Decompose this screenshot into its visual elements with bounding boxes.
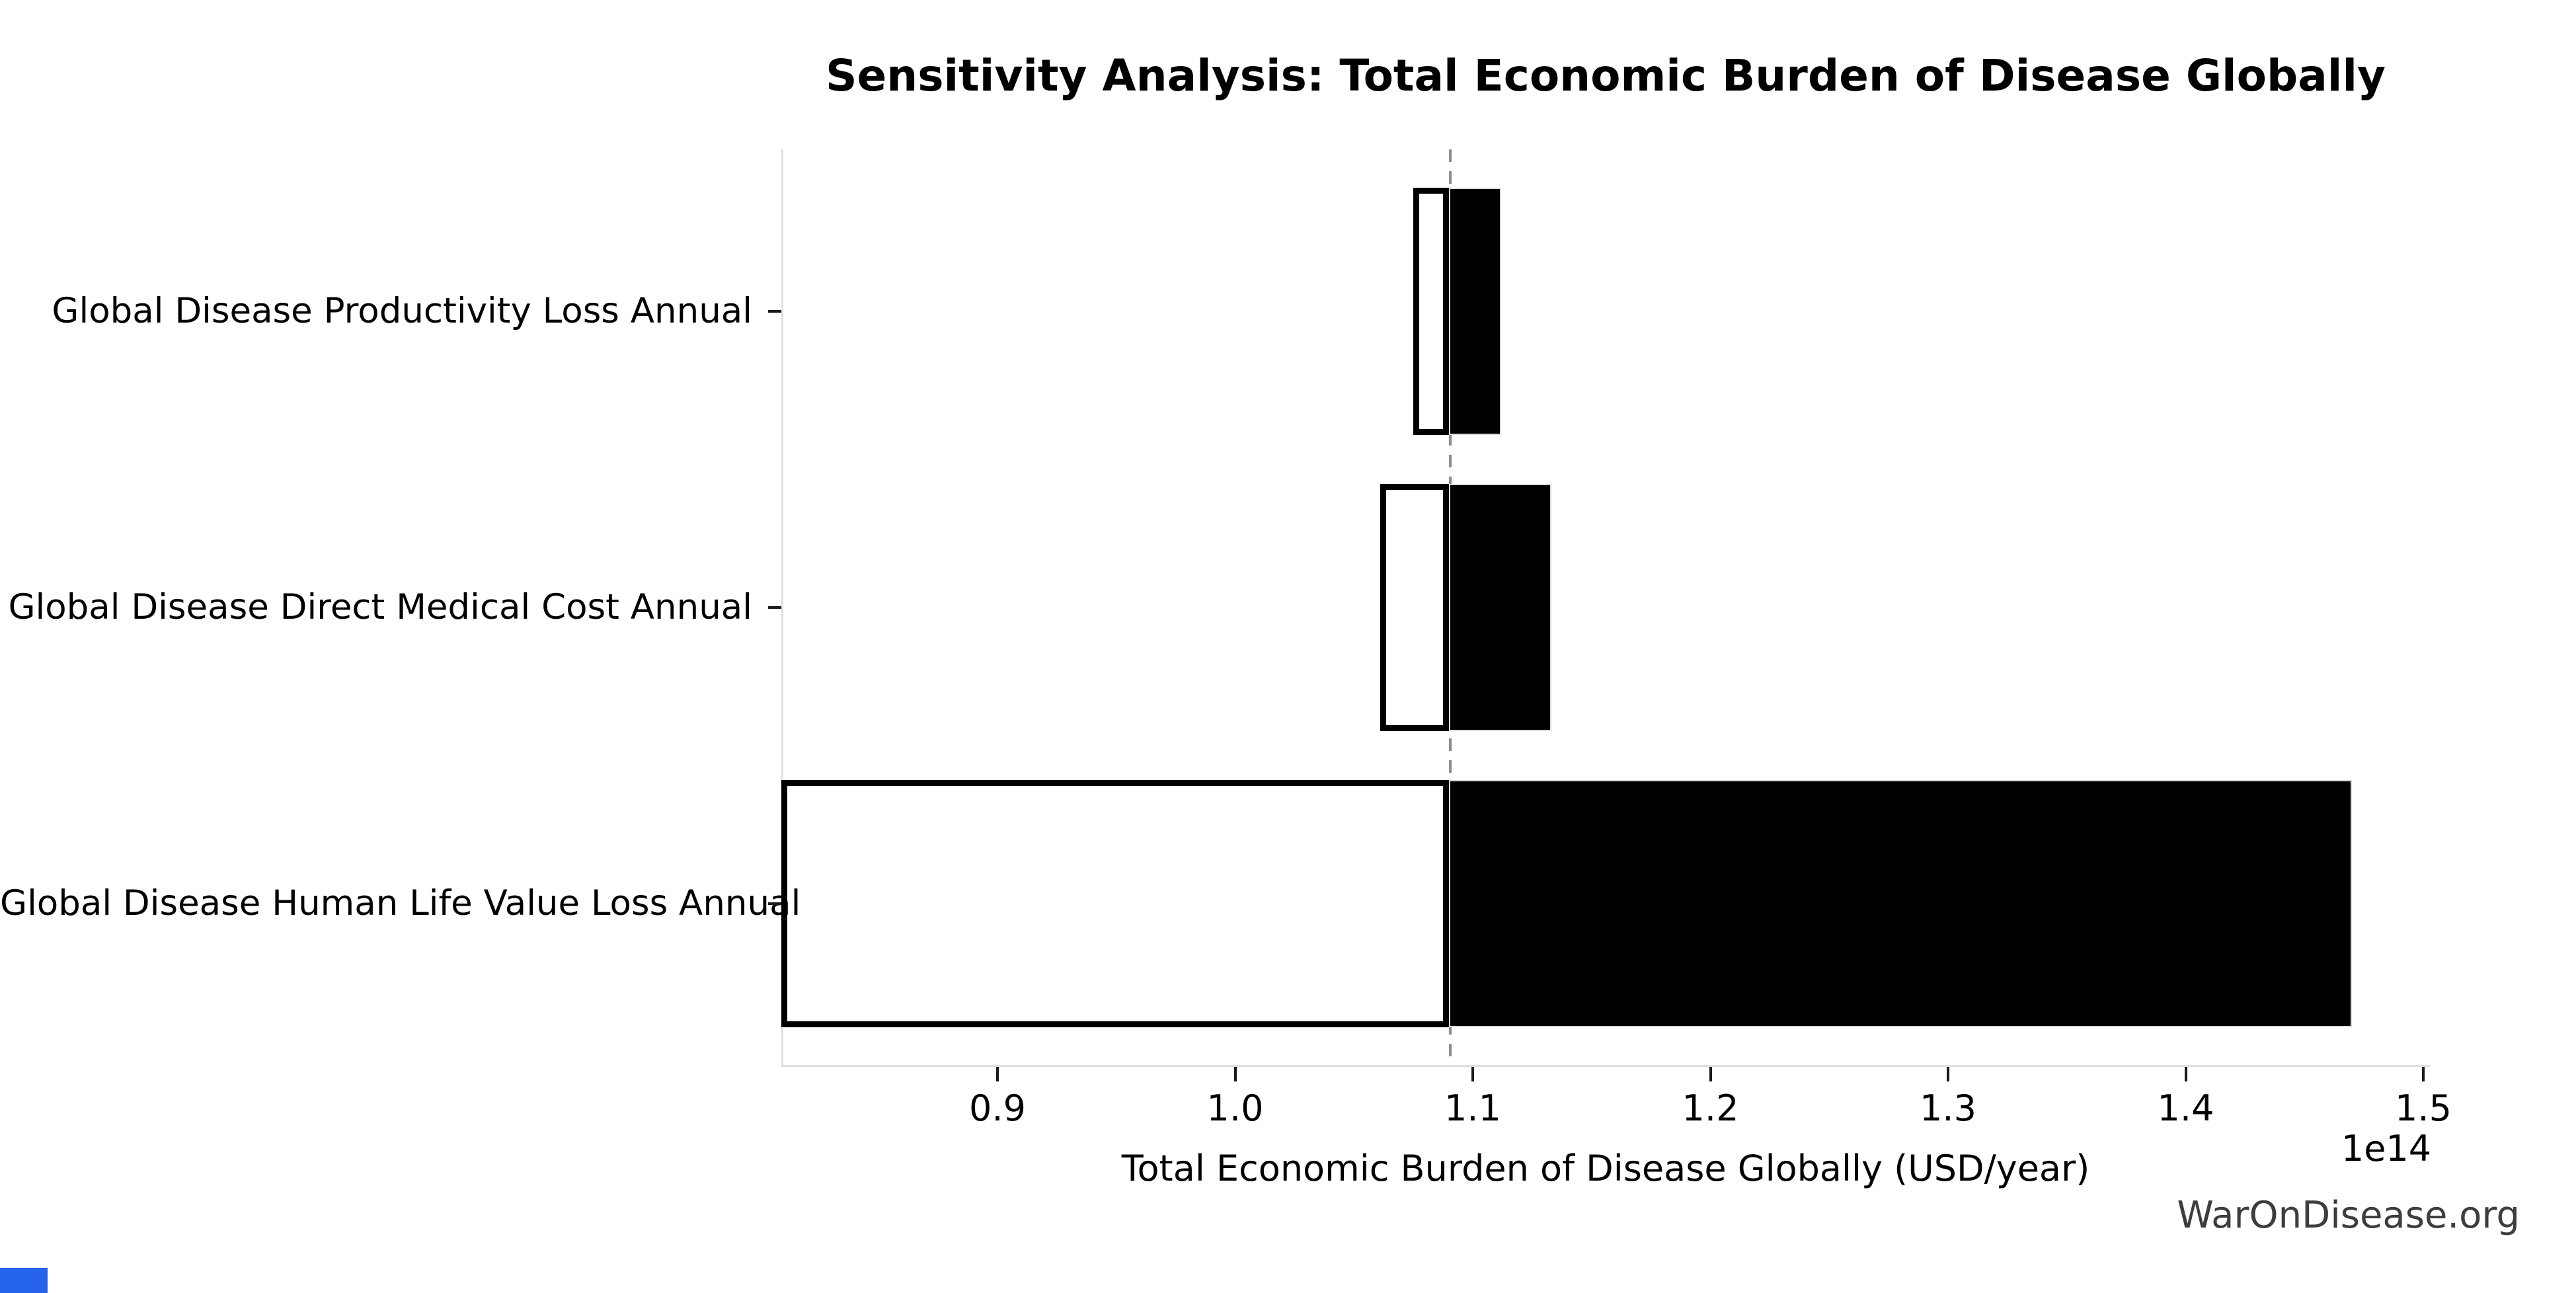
x-axis-tick-label: 1.0 [1206,1087,1264,1129]
x-axis-tick [2184,1067,2187,1081]
x-axis-tick [1947,1067,1949,1081]
x-axis-tick [996,1067,999,1081]
x-axis-tick-label: 1.3 [1920,1087,1976,1129]
x-axis-tick [2422,1067,2425,1081]
x-axis-scale-offset: 1e14 [2341,1128,2432,1169]
high-estimate-bar [1449,780,2353,1027]
y-axis-spine [781,149,783,1067]
x-axis-tick-label: 0.9 [969,1087,1026,1129]
x-axis-tick-label: 1.2 [1682,1087,1739,1129]
y-axis-tick [768,606,781,609]
x-axis-tick [1233,1067,1237,1081]
y-axis-label: Global Disease Productivity Loss Annual [52,291,752,331]
high-estimate-bar [1449,188,1502,435]
x-axis-title: Total Economic Burden of Disease Globall… [1121,1148,2090,1189]
x-axis-tick-label: 1.1 [1444,1087,1501,1129]
y-axis-label: Global Disease Direct Medical Cost Annua… [8,587,752,627]
low-estimate-bar [1380,484,1450,731]
low-estimate-bar [781,780,1450,1027]
x-axis-tick [1709,1067,1712,1081]
y-axis-tick [768,310,781,313]
x-axis-tick-label: 1.4 [2157,1087,2214,1129]
chart-title: Sensitivity Analysis: Total Economic Bur… [825,50,2386,101]
low-estimate-bar [1413,188,1450,435]
x-axis-tick-label: 1.5 [2395,1087,2452,1129]
corner-accent-square [0,1268,48,1293]
x-axis-spine [781,1065,2430,1067]
x-axis-tick [1471,1067,1474,1081]
watermark-text: WarOnDisease.org [2177,1194,2520,1237]
y-axis-label: Global Disease Human Life Value Loss Ann… [0,883,801,923]
y-axis-tick [768,902,781,905]
high-estimate-bar [1449,484,1551,731]
